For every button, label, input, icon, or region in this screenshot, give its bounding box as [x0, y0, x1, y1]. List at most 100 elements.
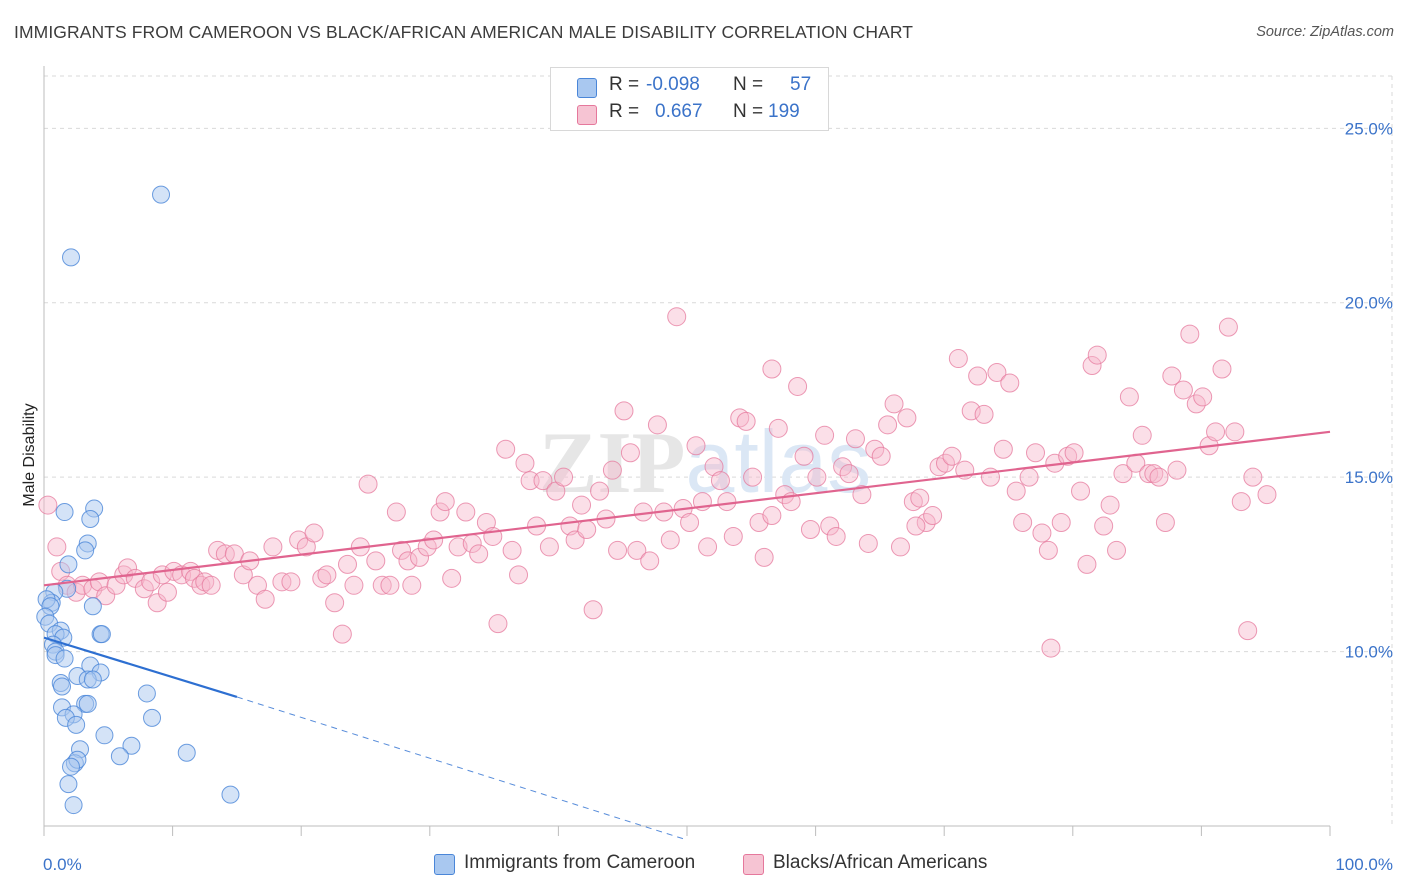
- blue-point: [95, 726, 114, 745]
- pink-point: [968, 366, 988, 386]
- blue-point: [83, 670, 102, 689]
- pink-point: [157, 582, 177, 602]
- pink-point: [987, 363, 1007, 383]
- pink-point: [768, 418, 788, 438]
- pink-point: [402, 575, 422, 595]
- pink-point: [509, 565, 529, 585]
- pink-point: [602, 460, 622, 480]
- pink-point: [906, 516, 926, 536]
- pink-point: [647, 415, 667, 435]
- x-tick-label: 100.0%: [1335, 855, 1393, 874]
- series-cameroon-points: [36, 185, 240, 815]
- gridlines: [44, 75, 1393, 826]
- blue-point: [64, 796, 83, 815]
- pink-point: [942, 446, 962, 466]
- pink-point: [1218, 317, 1238, 337]
- pink-point: [961, 401, 981, 421]
- blue-point: [76, 541, 95, 560]
- blue-swatch-icon: [577, 78, 597, 98]
- pink-point: [640, 551, 660, 571]
- pink-point: [263, 537, 283, 557]
- pink-point: [583, 600, 603, 620]
- pink-point: [304, 523, 324, 543]
- pink-point: [456, 502, 476, 522]
- pink-point: [201, 575, 221, 595]
- chart-title: IMMIGRANTS FROM CAMEROON VS BLACK/AFRICA…: [14, 22, 914, 42]
- blue-point: [81, 510, 100, 529]
- pink-point: [502, 540, 522, 560]
- x-tick-label: 0.0%: [43, 855, 82, 874]
- pink-point: [903, 492, 923, 512]
- pink-swatch-icon: [577, 105, 597, 125]
- pink-point: [839, 464, 859, 484]
- pink-point: [698, 537, 718, 557]
- pink-point: [754, 547, 774, 567]
- pink-point: [554, 467, 574, 487]
- pink-point: [1100, 495, 1120, 515]
- pink-point: [788, 376, 808, 396]
- pink-point: [800, 519, 820, 539]
- pink-point: [469, 544, 489, 564]
- pink-point: [1144, 464, 1164, 484]
- pink-point: [1225, 422, 1245, 442]
- pink-point: [923, 506, 943, 526]
- pink-point: [430, 502, 450, 522]
- pink-point: [871, 446, 891, 466]
- pink-point: [195, 572, 215, 592]
- blue-swatch-icon: [434, 854, 455, 875]
- pink-point: [281, 572, 301, 592]
- pink-point: [332, 624, 352, 644]
- pink-point: [717, 492, 737, 512]
- y-axis-label: Male Disability: [21, 403, 38, 506]
- pink-point: [448, 537, 468, 557]
- n-label: N =: [733, 101, 764, 122]
- legend-label-blacks: Blacks/African Americans: [773, 852, 988, 873]
- blue-point: [152, 185, 171, 204]
- pink-point: [710, 471, 730, 491]
- blue-point: [83, 597, 102, 616]
- pink-point: [1032, 523, 1052, 543]
- trend-line-blacks: [43, 430, 1331, 587]
- x-tick-labels: 0.0% 100.0%: [43, 855, 1393, 874]
- pink-point: [515, 453, 535, 473]
- pink-point: [317, 565, 337, 585]
- pink-point: [948, 349, 968, 369]
- pink-point: [533, 471, 553, 491]
- pink-point: [1082, 356, 1102, 376]
- pink-point: [590, 481, 610, 501]
- y-tick-labels: 10.0% 15.0% 20.0% 25.0%: [1345, 119, 1393, 661]
- pink-point: [380, 575, 400, 595]
- blue-point: [62, 757, 81, 776]
- blue-point: [137, 684, 156, 703]
- pink-point: [1006, 481, 1026, 501]
- pink-point: [337, 554, 357, 574]
- pink-point: [1212, 359, 1232, 379]
- pink-point: [1019, 467, 1039, 487]
- y-tick-label: 20.0%: [1345, 294, 1393, 313]
- legend-row-blacks: R = 0.667 N = 199: [551, 101, 828, 127]
- pink-point: [1071, 481, 1091, 501]
- pink-point: [614, 401, 634, 421]
- trend-lines: [43, 430, 1331, 841]
- blue-point: [221, 785, 240, 804]
- pink-point: [392, 540, 412, 560]
- pink-point: [1113, 464, 1133, 484]
- n-value: 57: [790, 74, 812, 95]
- pink-point: [815, 425, 835, 445]
- pink-point: [96, 586, 116, 606]
- blue-point: [62, 248, 81, 267]
- pink-point: [1243, 467, 1263, 487]
- blue-point: [53, 677, 72, 696]
- pink-point: [38, 495, 58, 515]
- pink-point: [398, 551, 418, 571]
- pink-point: [1094, 516, 1114, 536]
- pink-point: [858, 533, 878, 553]
- pink-point: [233, 565, 253, 585]
- pink-point: [191, 575, 211, 595]
- pink-point: [884, 394, 904, 414]
- pink-point: [1119, 387, 1139, 407]
- pink-point: [620, 443, 640, 463]
- pink-point: [1107, 540, 1127, 560]
- pink-point: [890, 537, 910, 557]
- pink-point: [312, 568, 332, 588]
